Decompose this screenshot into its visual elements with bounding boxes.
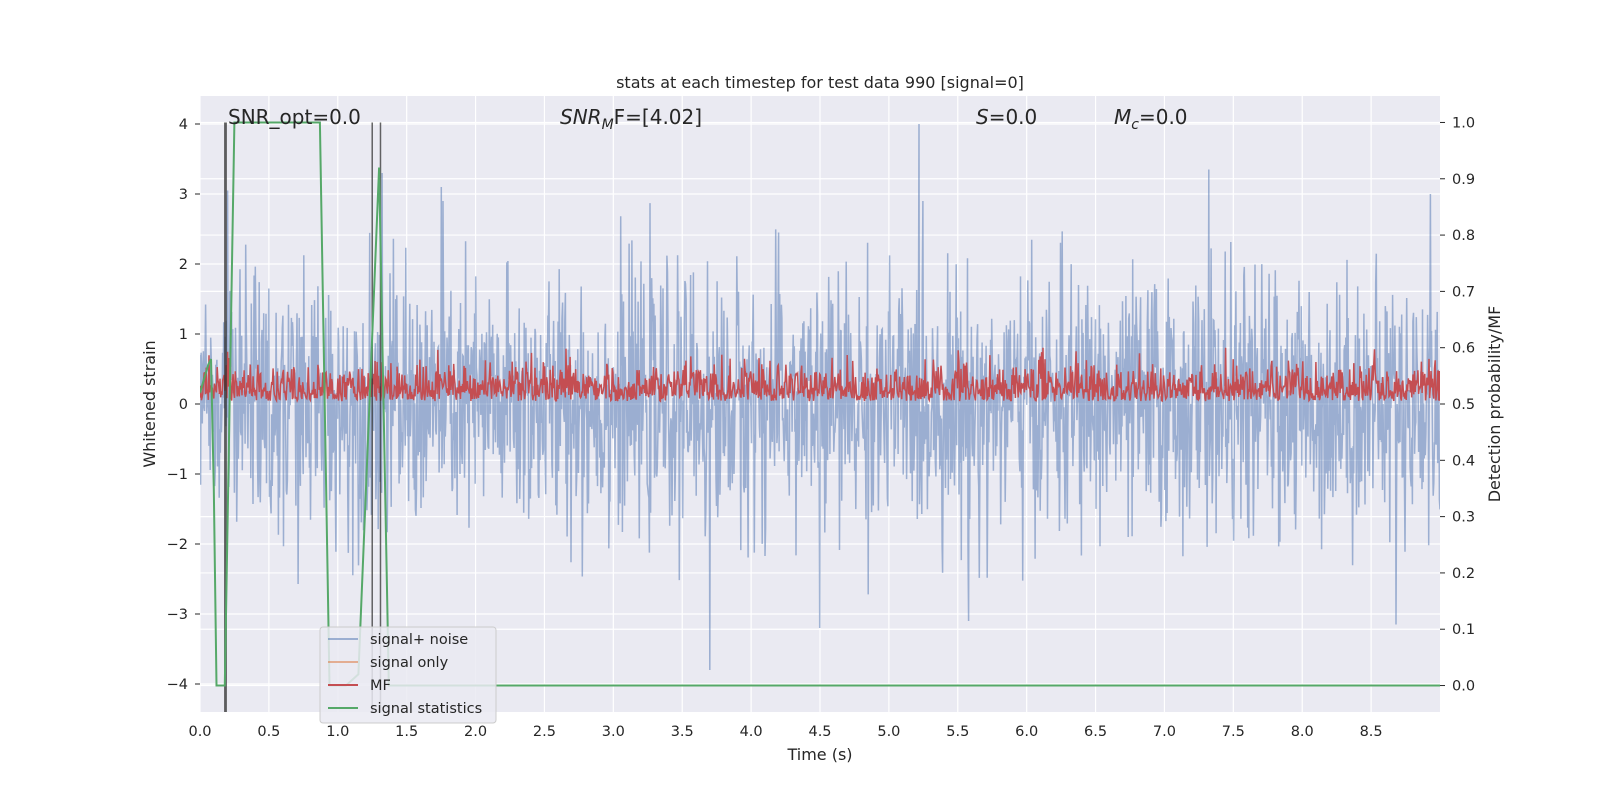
x-tick-label: 5.5 — [946, 724, 969, 740]
y2-tick-label: 0.6 — [1452, 341, 1475, 357]
y-tick-label: 0 — [179, 397, 188, 413]
annotation-s-symbol: S — [976, 105, 989, 129]
annotation-snr-mf-value: F=[4.02] — [614, 105, 702, 129]
annotation-mc-symbol: M — [1114, 105, 1131, 129]
chart-title: stats at each timestep for test data 990… — [616, 73, 1024, 92]
y2-tick-label: 0.8 — [1452, 228, 1475, 244]
annotation-snr-mf-subscript: M — [602, 117, 614, 133]
y-tick-label: −4 — [167, 677, 188, 693]
y2-tick-label: 0.2 — [1452, 566, 1475, 582]
x-tick-label: 0.0 — [188, 724, 211, 740]
y-tick-label: 4 — [179, 117, 188, 133]
y-tick-label: 1 — [179, 327, 188, 343]
y2-tick-label: 0.9 — [1452, 172, 1475, 188]
annotation-s: S=0.0 — [976, 105, 1037, 129]
annotation-mc-value: =0.0 — [1139, 105, 1188, 129]
y-axis-label: Whitened strain — [140, 340, 159, 467]
annotation-snr-mf-symbol: SNR — [560, 105, 602, 129]
x-tick-label: 3.0 — [602, 724, 625, 740]
y-tick-label: 2 — [179, 257, 188, 273]
y-tick-label: 3 — [179, 187, 188, 203]
x-tick-label: 1.0 — [326, 724, 349, 740]
mf-line — [200, 347, 1440, 404]
x-tick-label: 2.0 — [464, 724, 487, 740]
y2-tick-label: 0.3 — [1452, 510, 1475, 526]
plot-layer — [200, 121, 1440, 712]
x-tick-label: 7.0 — [1153, 724, 1176, 740]
annotation-snr-mf: SNRMF=[4.02] — [560, 105, 702, 133]
y2-axis-label: Detection probability/MF — [1485, 306, 1504, 503]
legend-label-mf: MF — [370, 678, 391, 694]
x-tick-label: 8.0 — [1291, 724, 1314, 740]
annotation-s-value: =0.0 — [989, 105, 1038, 129]
legend: signal+ noise signal only MF signal stat… — [319, 626, 497, 724]
x-axis-label: Time (s) — [786, 745, 852, 764]
y2-tick-label: 0.0 — [1452, 679, 1475, 695]
y-axis-ticks: 4 3 2 1 0 −1 −2 −3 −4 — [167, 117, 200, 693]
y-tick-label: −1 — [167, 467, 188, 483]
x-tick-label: 3.5 — [671, 724, 694, 740]
x-tick-label: 6.5 — [1084, 724, 1107, 740]
series-mf — [200, 347, 1440, 404]
y2-tick-label: 1.0 — [1452, 115, 1475, 131]
y2-axis-ticks: 1.0 0.9 0.8 0.7 0.6 0.5 0.4 0.3 0.2 0.1 0.0 — [1440, 115, 1475, 695]
annotation-snr-opt: SNR_opt=0.0 — [228, 105, 361, 129]
annotation-mc-subscript: c — [1131, 117, 1139, 133]
y-tick-label: −3 — [167, 607, 188, 623]
x-tick-label: 4.0 — [740, 724, 763, 740]
legend-label-signal-noise: signal+ noise — [370, 632, 468, 648]
x-tick-label: 1.5 — [395, 724, 418, 740]
x-tick-label: 5.0 — [877, 724, 900, 740]
legend-label-signal-statistics: signal statistics — [370, 701, 482, 717]
series-signal-statistics — [200, 121, 1440, 687]
y2-tick-label: 0.1 — [1452, 622, 1475, 638]
legend-box — [319, 626, 497, 724]
y2-tick-label: 0.4 — [1452, 453, 1475, 469]
annotation-mc: Mc=0.0 — [1114, 105, 1188, 133]
y-tick-label: −2 — [167, 537, 188, 553]
y2-tick-label: 0.7 — [1452, 284, 1475, 300]
x-tick-label: 4.5 — [808, 724, 831, 740]
legend-label-signal-only: signal only — [370, 655, 449, 671]
x-tick-label: 0.5 — [257, 724, 280, 740]
x-tick-label: 8.5 — [1360, 724, 1383, 740]
x-tick-label: 7.5 — [1222, 724, 1245, 740]
signal-statistics-line — [200, 121, 1440, 687]
x-axis-ticks: 0.0 0.5 1.0 1.5 2.0 2.5 3.0 3.5 4.0 4.5 5.0 5.5 6.0 6… — [188, 724, 1382, 740]
y2-tick-label: 0.5 — [1452, 397, 1475, 413]
x-tick-label: 2.5 — [533, 724, 556, 740]
x-tick-label: 6.0 — [1015, 724, 1038, 740]
